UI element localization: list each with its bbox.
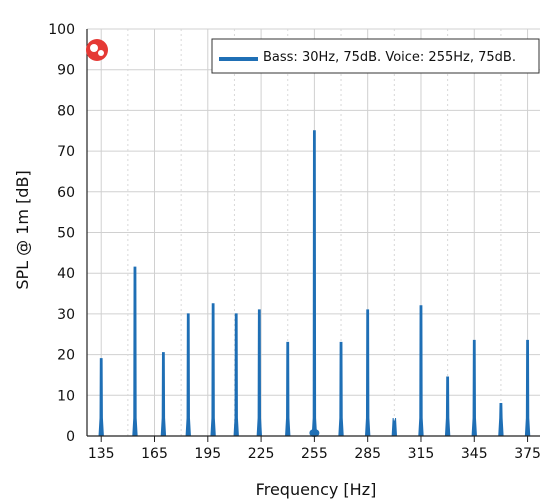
peak-base-marker (309, 429, 320, 437)
x-tick-label: 345 (461, 446, 488, 462)
y-tick-label: 60 (57, 185, 75, 201)
y-tick-label: 10 (57, 388, 75, 404)
spectrum-peak (210, 303, 216, 437)
y-tick-label: 20 (57, 348, 75, 364)
x-tick-label: 165 (141, 446, 168, 462)
axes (86, 29, 540, 442)
y-tick-label: 100 (48, 22, 75, 38)
y-tick-label: 0 (66, 429, 75, 445)
legend: Bass: 30Hz, 75dB. Voice: 255Hz, 75dB. (211, 38, 540, 74)
spectrum-peak (311, 130, 318, 437)
spectrum-peak (98, 358, 104, 437)
y-tick-label: 30 (57, 307, 75, 323)
spectrum-peak (498, 402, 504, 437)
spectrum-peak (391, 417, 398, 437)
spectrum-peak (418, 305, 424, 437)
spectrum-peak (444, 376, 451, 437)
y-tick-labels: 0 10 20 30 40 50 60 70 80 90 100 (48, 22, 75, 445)
legend-box (211, 38, 540, 74)
spectrum-peak (285, 341, 291, 437)
x-tick-label: 255 (301, 446, 328, 462)
y-tick-label: 40 (57, 266, 75, 282)
y-axis-title: SPL @ 1m [dB] (13, 170, 32, 289)
x-tick-label: 195 (194, 446, 221, 462)
spectrum-series (98, 130, 531, 437)
x-axis-title: Frequency [Hz] (256, 480, 377, 499)
y-tick-label: 80 (57, 103, 75, 119)
spectrum-peak (132, 266, 138, 437)
spectrum-peak (160, 352, 167, 437)
x-tick-label: 285 (354, 446, 381, 462)
y-tick-label: 70 (57, 144, 75, 160)
brand-logo-icon (86, 39, 108, 61)
x-tick-label: 135 (88, 446, 115, 462)
x-tick-labels: 135 165 195 225 255 285 315 345 375 (88, 446, 541, 462)
spectrum-peak (185, 313, 191, 437)
x-tick-label: 375 (514, 446, 541, 462)
y-tick-label: 90 (57, 63, 75, 79)
y-tick-label: 50 (57, 226, 75, 242)
spectrum-peak (364, 309, 371, 437)
spectrum-peak (233, 313, 239, 437)
x-tick-label: 225 (248, 446, 275, 462)
legend-label: Bass: 30Hz, 75dB. Voice: 255Hz, 75dB. (263, 50, 516, 65)
x-tick-label: 315 (408, 446, 435, 462)
spectrum-peak (338, 341, 344, 437)
